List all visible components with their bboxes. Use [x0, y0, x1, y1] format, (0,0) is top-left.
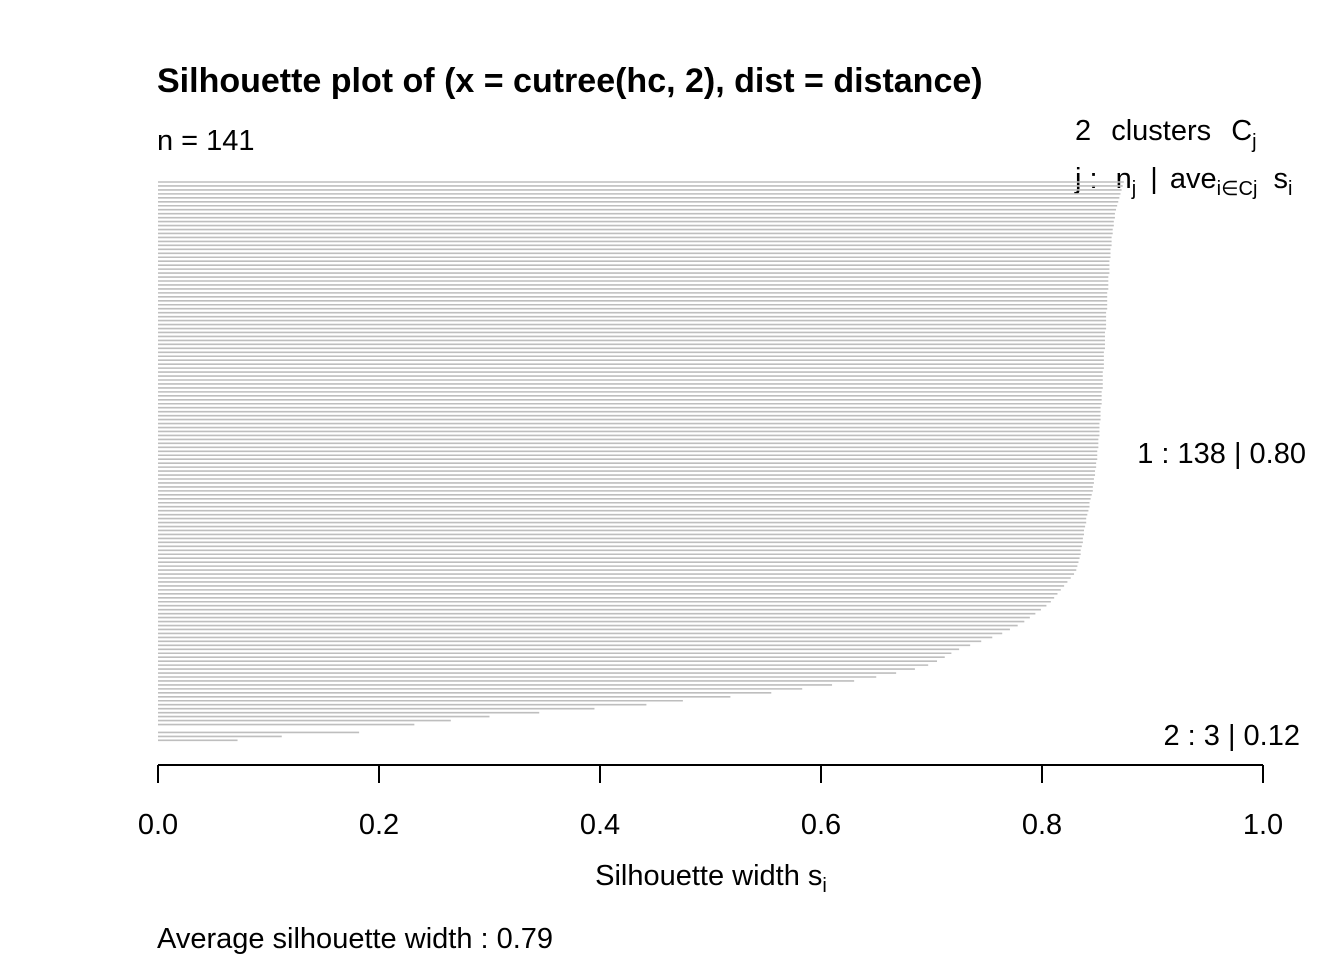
x-tick-label-2: 0.4: [580, 809, 620, 841]
legend-header-clusters: 2 clusters Cj: [1075, 115, 1257, 153]
legend-header-columns: j : nj | avei∈Cj si: [1074, 163, 1292, 202]
legend-cluster-symbol: C: [1231, 115, 1252, 147]
x-tick-label-0: 0.0: [138, 809, 178, 841]
cluster-2-label: 2 : 3 | 0.12: [1163, 720, 1300, 752]
legend-clusters-word: clusters: [1111, 115, 1211, 147]
x-axis-label-sub: i: [822, 875, 826, 897]
chart-title: Silhouette plot of (x = cutree(hc, 2), d…: [157, 62, 983, 100]
n-label: n = 141: [157, 125, 255, 157]
silhouette-bars: [158, 181, 1124, 742]
legend-cluster-count: 2: [1075, 115, 1091, 147]
legend-s-sub: i: [1288, 178, 1292, 200]
legend-n-sub: j: [1131, 178, 1136, 200]
x-tick-label-5: 1.0: [1243, 809, 1283, 841]
x-tick-label-3: 0.6: [801, 809, 841, 841]
legend-n: n: [1116, 163, 1132, 195]
legend-s: s: [1273, 163, 1288, 195]
x-tick-label-1: 0.2: [359, 809, 399, 841]
average-silhouette-width: Average silhouette width : 0.79: [157, 923, 553, 955]
x-tick-label-4: 0.8: [1022, 809, 1062, 841]
x-axis: 0.0 0.2 0.4 0.6 0.8 1.0: [138, 764, 1283, 841]
legend-sep: |: [1150, 163, 1158, 195]
x-axis-label: Silhouette width si: [595, 860, 827, 897]
x-axis-label-main: Silhouette width s: [595, 860, 822, 892]
legend-ave-sub: i∈Cj: [1217, 178, 1258, 200]
legend-j: j :: [1074, 163, 1098, 195]
legend-cluster-symbol-sub: j: [1251, 131, 1256, 153]
legend-ave: ave: [1170, 163, 1217, 195]
cluster-1-label: 1 : 138 | 0.80: [1137, 438, 1306, 470]
